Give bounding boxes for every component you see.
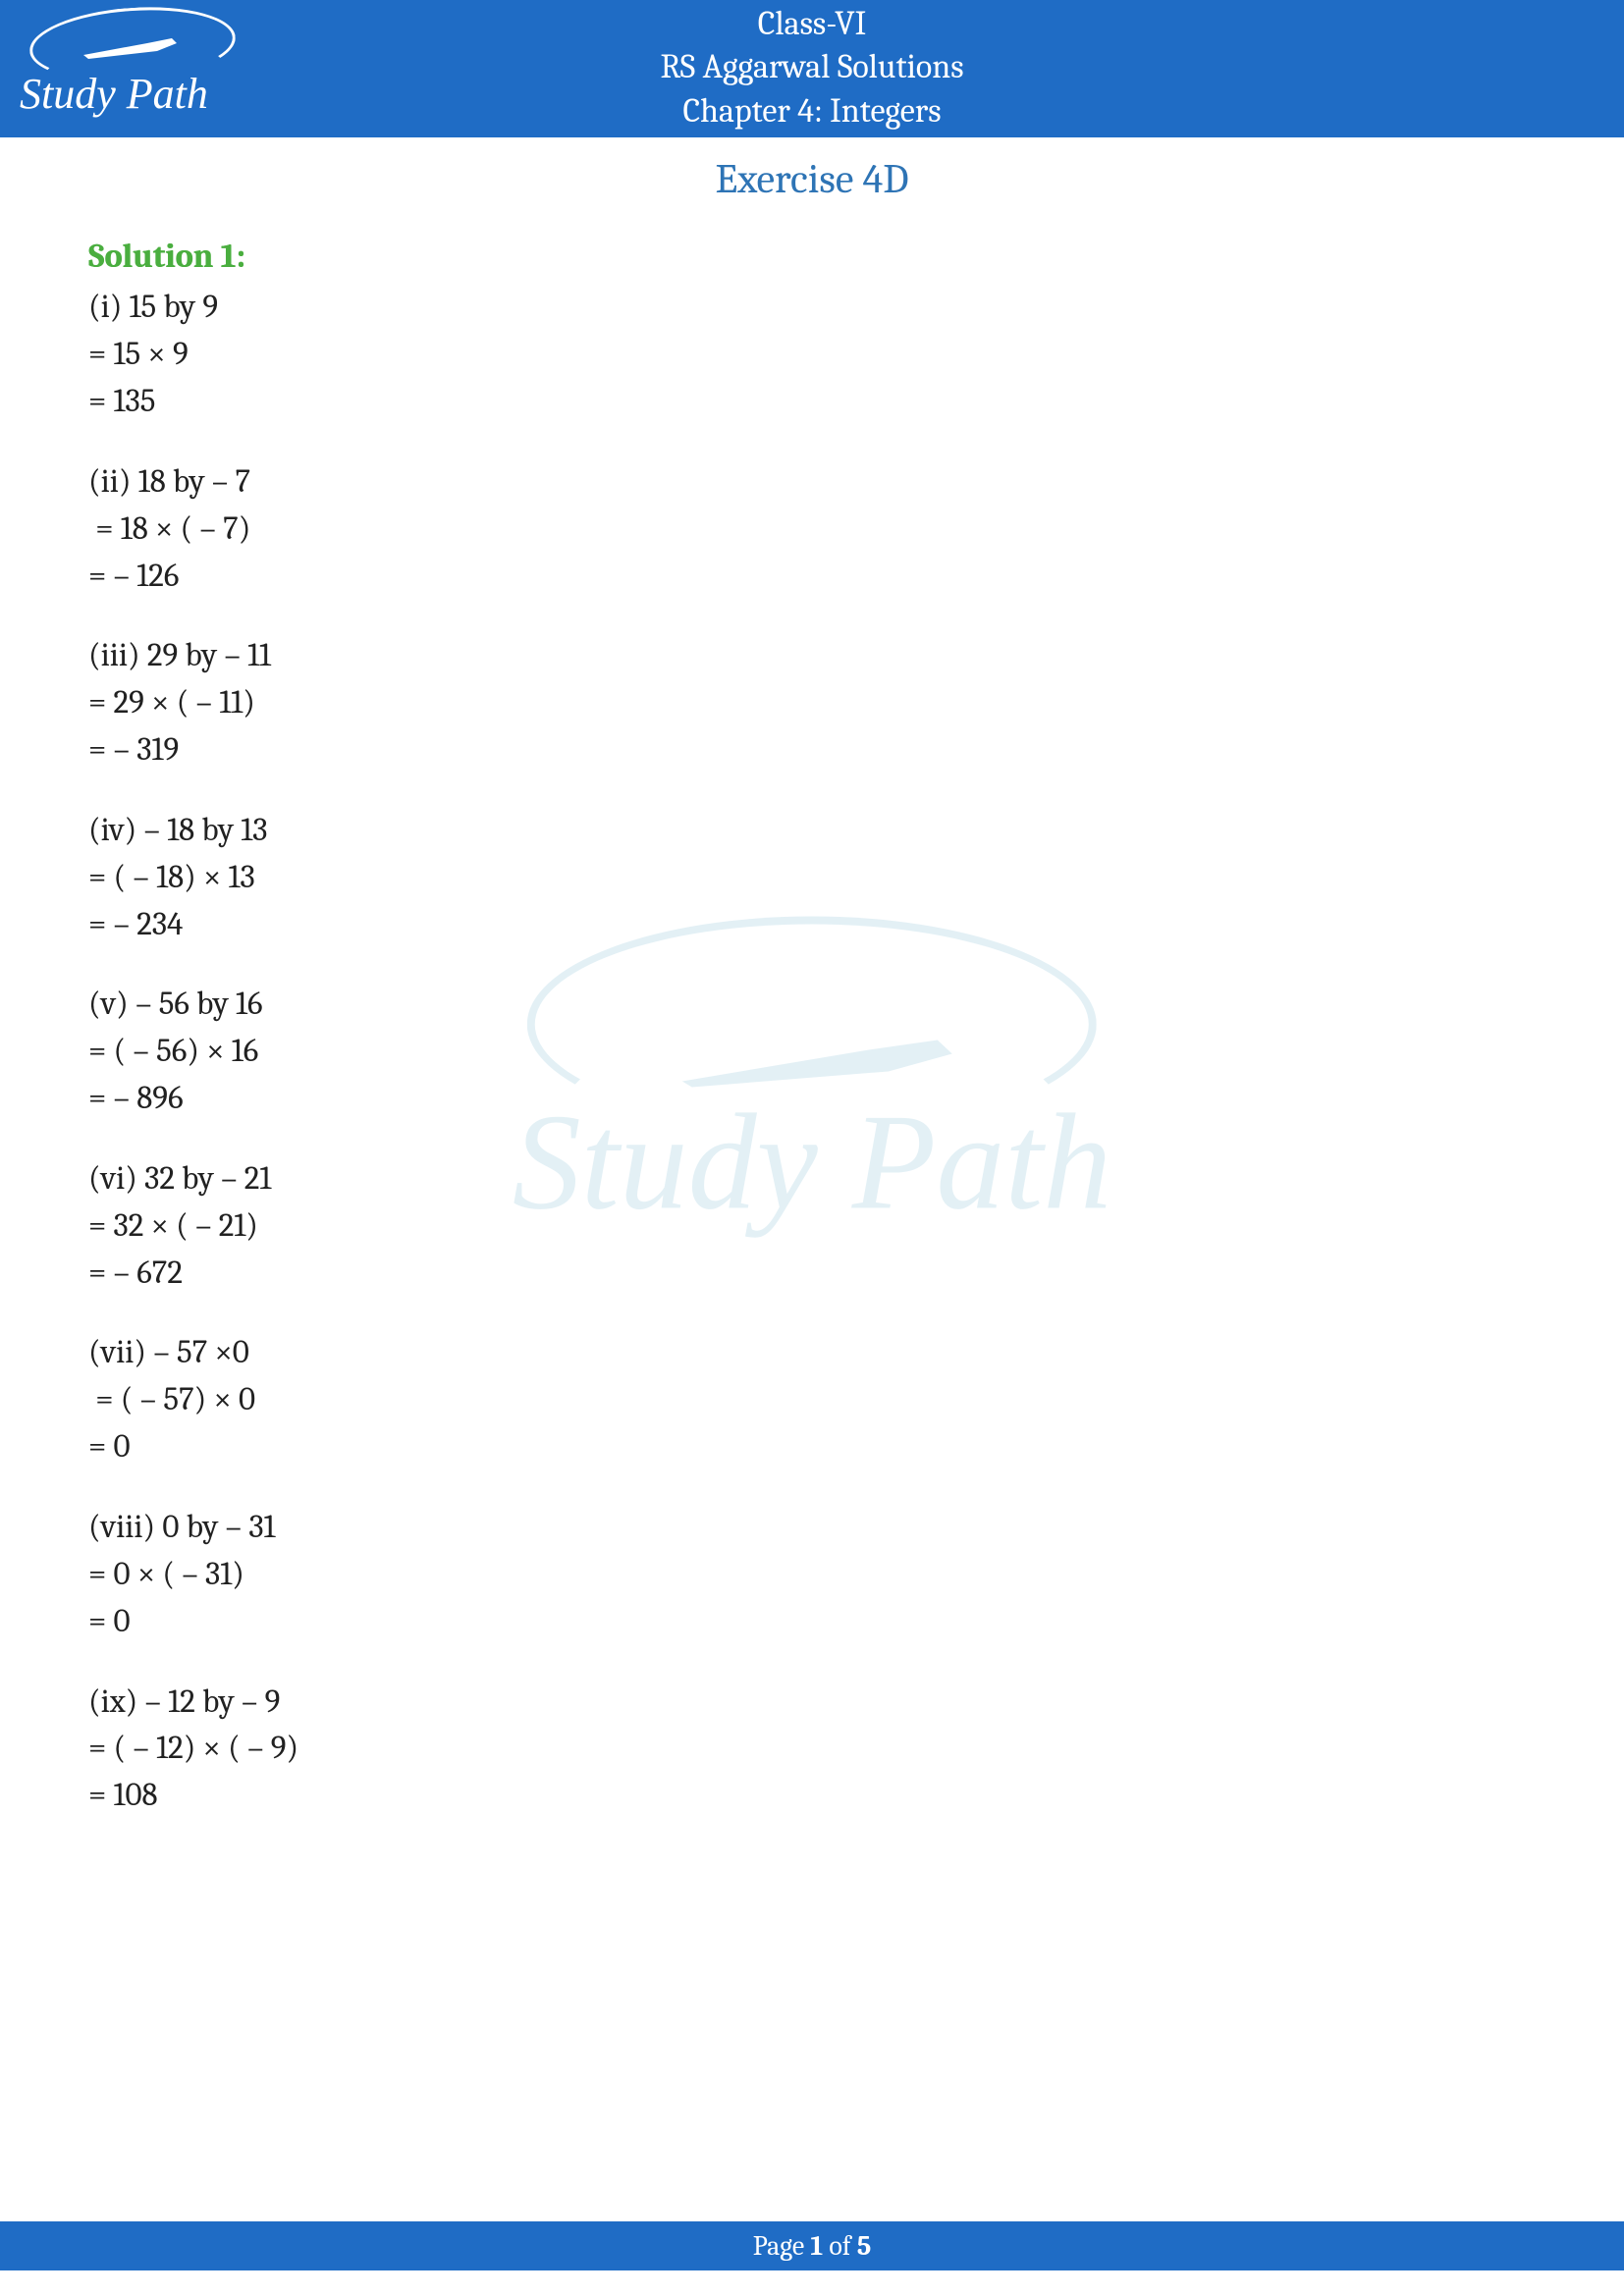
problem-line: (iv) – 18 by 13 [88, 808, 1536, 855]
problem-line: = ( – 12) × ( – 9) [88, 1726, 1536, 1773]
footer-bar: Page 1 of 5 [0, 2221, 1624, 2270]
problem-block: (iii) 29 by – 11 = 29 × ( – 11) = – 319 [88, 633, 1536, 774]
problem-block: (iv) – 18 by 13 = ( – 18) × 13 = – 234 [88, 808, 1536, 949]
problem-line: = – 896 [88, 1076, 1536, 1123]
problem-line: (ii) 18 by – 7 [88, 459, 1536, 507]
header-titles: Class-VI RS Aggarwal Solutions Chapter 4… [660, 2, 963, 133]
problem-line: = 32 × ( – 21) [88, 1203, 1536, 1251]
problem-line: (vi) 32 by – 21 [88, 1156, 1536, 1203]
problem-line: = ( – 18) × 13 [88, 855, 1536, 902]
problem-line: = 108 [88, 1773, 1536, 1820]
problem-line: (viii) 0 by – 31 [88, 1505, 1536, 1552]
problem-block: (viii) 0 by – 31 = 0 × ( – 31) = 0 [88, 1505, 1536, 1646]
logo: Study Path [20, 8, 275, 133]
problem-block: (vi) 32 by – 21 = 32 × ( – 21) = – 672 [88, 1156, 1536, 1298]
problem-line: = 15 × 9 [88, 332, 1536, 379]
problem-line: (v) – 56 by 16 [88, 982, 1536, 1029]
problem-line: = – 672 [88, 1251, 1536, 1298]
problem-line: = 0 [88, 1424, 1536, 1471]
problem-line: = 18 × ( – 7) [88, 507, 1536, 554]
problem-line: = ( – 56) × 16 [88, 1029, 1536, 1076]
problem-line: = ( – 57) × 0 [88, 1377, 1536, 1424]
problem-line: = 0 × ( – 31) [88, 1552, 1536, 1599]
problem-line: = 135 [88, 379, 1536, 426]
footer-total-pages: 5 [857, 2230, 872, 2262]
content-area: Solution 1: (i) 15 by 9 = 15 × 9 = 135 (… [0, 203, 1624, 1820]
footer-current-page: 1 [810, 2230, 823, 2262]
problem-block: (ii) 18 by – 7 = 18 × ( – 7) = – 126 [88, 459, 1536, 601]
header-line-class: Class-VI [660, 2, 963, 45]
header-line-chapter: Chapter 4: Integers [660, 89, 963, 133]
header-bar: Study Path Class-VI RS Aggarwal Solution… [0, 0, 1624, 137]
problem-line: = – 319 [88, 727, 1536, 774]
exercise-title: Exercise 4D [0, 155, 1624, 203]
header-line-book: RS Aggarwal Solutions [660, 45, 963, 88]
pen-nib-icon [79, 35, 187, 61]
problem-block: (v) – 56 by 16 = ( – 56) × 16 = – 896 [88, 982, 1536, 1123]
problem-line: (i) 15 by 9 [88, 285, 1536, 332]
problem-line: (vii) – 57 ×0 [88, 1330, 1536, 1377]
footer-prefix: Page [753, 2230, 811, 2262]
problem-line: = 0 [88, 1599, 1536, 1646]
problem-block: (vii) – 57 ×0 = ( – 57) × 0 = 0 [88, 1330, 1536, 1471]
problem-line: = – 234 [88, 902, 1536, 949]
footer-middle: of [823, 2230, 857, 2262]
problem-line: = – 126 [88, 554, 1536, 601]
problem-block: (ix) – 12 by – 9 = ( – 12) × ( – 9) = 10… [88, 1680, 1536, 1821]
problem-line: = 29 × ( – 11) [88, 680, 1536, 727]
solution-label: Solution 1: [88, 233, 1536, 281]
logo-text: Study Path [20, 69, 208, 119]
problem-block: (i) 15 by 9 = 15 × 9 = 135 [88, 285, 1536, 426]
problem-line: (iii) 29 by – 11 [88, 633, 1536, 680]
problem-line: (ix) – 12 by – 9 [88, 1680, 1536, 1727]
